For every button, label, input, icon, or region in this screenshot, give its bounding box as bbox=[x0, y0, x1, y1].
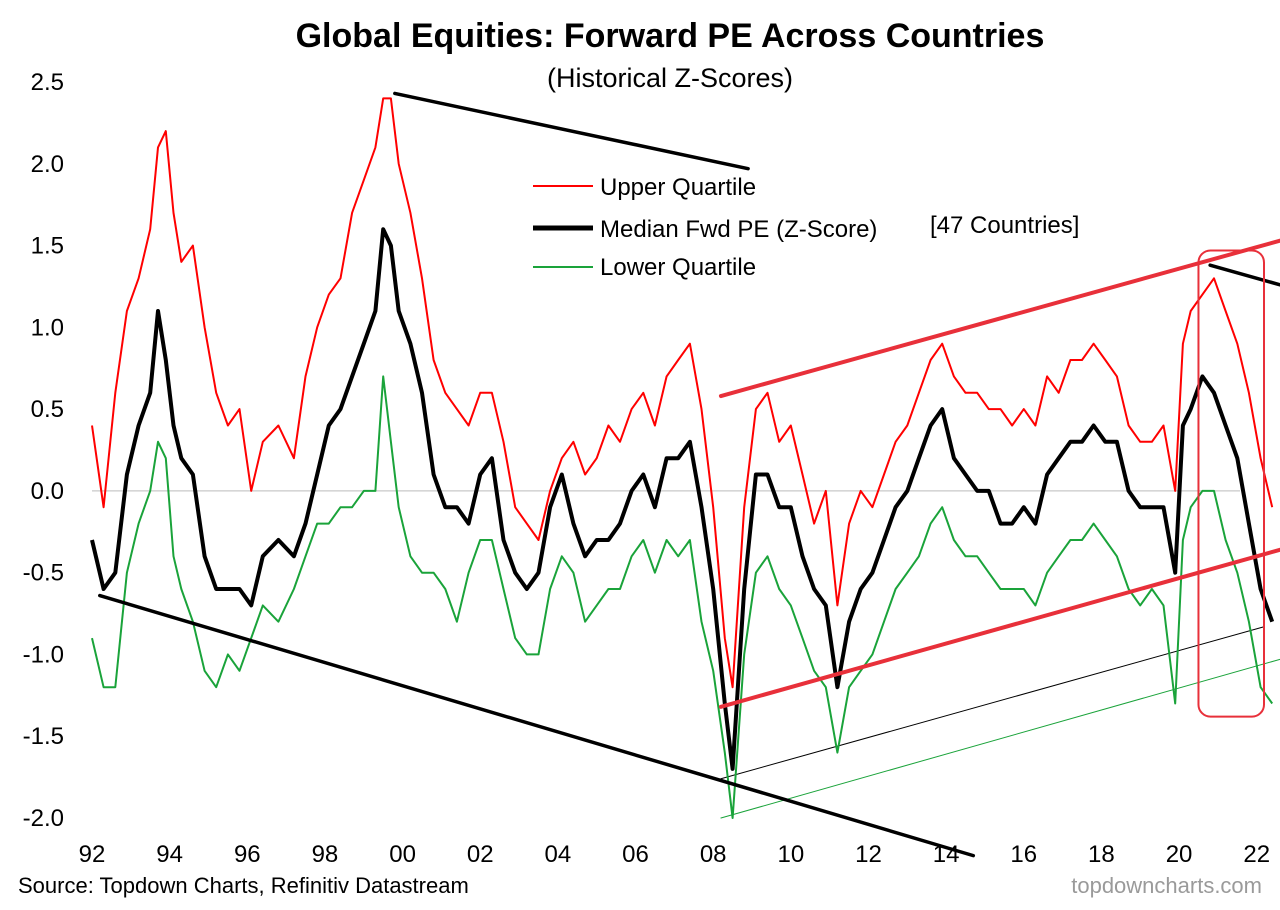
trend-line bbox=[393, 91, 750, 171]
trend-line bbox=[98, 593, 976, 858]
legend-label-median: Median Fwd PE (Z-Score) bbox=[600, 216, 877, 243]
x-tick-label: 98 bbox=[312, 841, 339, 868]
trend-line bbox=[718, 547, 1280, 709]
y-tick-label: 0.0 bbox=[31, 478, 64, 505]
y-tick-label: 2.5 bbox=[31, 69, 64, 96]
series-line-lower bbox=[91, 375, 1274, 819]
guide-line bbox=[720, 626, 1265, 780]
y-tick-label: 1.5 bbox=[31, 233, 64, 260]
guide-line bbox=[720, 658, 1280, 819]
y-axis-ticks: 2.5 2.0 1.5 1.0 0.5 0.0 -0.5 -1.0 -1.5 -2.0 bbox=[23, 69, 64, 832]
x-tick-label: 94 bbox=[156, 841, 183, 868]
y-tick-label: 0.5 bbox=[31, 396, 64, 423]
trend-lines bbox=[98, 91, 1280, 858]
x-tick-label: 96 bbox=[234, 841, 261, 868]
x-tick-label: 16 bbox=[1010, 841, 1037, 868]
legend-note: [47 Countries] bbox=[930, 212, 1079, 239]
y-tick-label: -1.5 bbox=[23, 723, 64, 750]
watermark: topdowncharts.com bbox=[1071, 873, 1262, 898]
y-tick-label: 1.0 bbox=[31, 314, 64, 341]
x-tick-label: 20 bbox=[1166, 841, 1193, 868]
series-line-upper bbox=[91, 97, 1274, 689]
x-tick-label: 04 bbox=[545, 841, 572, 868]
legend-label-lower: Lower Quartile bbox=[600, 254, 756, 281]
x-tick-label: 02 bbox=[467, 841, 494, 868]
x-tick-label: 06 bbox=[622, 841, 649, 868]
y-tick-label: -1.0 bbox=[23, 641, 64, 668]
source-note: Source: Topdown Charts, Refinitiv Datast… bbox=[18, 873, 469, 898]
y-tick-label: -2.0 bbox=[23, 805, 64, 832]
x-tick-label: 92 bbox=[79, 841, 106, 868]
x-tick-label: 00 bbox=[389, 841, 416, 868]
x-tick-label: 22 bbox=[1243, 841, 1270, 868]
x-tick-label: 08 bbox=[700, 841, 727, 868]
legend: Upper Quartile Median Fwd PE (Z-Score) [… bbox=[533, 174, 1079, 281]
y-tick-label: -0.5 bbox=[23, 560, 64, 587]
trend-line bbox=[718, 238, 1280, 399]
x-tick-label: 10 bbox=[777, 841, 804, 868]
y-tick-label: 2.0 bbox=[31, 151, 64, 178]
thin-guide-lines bbox=[720, 626, 1280, 819]
x-tick-label: 18 bbox=[1088, 841, 1115, 868]
x-tick-label: 12 bbox=[855, 841, 882, 868]
x-axis-ticks: 92 94 96 98 00 02 04 06 08 10 12 14 16 18 20 22 bbox=[79, 841, 1270, 868]
trend-line bbox=[1208, 263, 1280, 287]
chart-title: Global Equities: Forward PE Across Count… bbox=[296, 17, 1045, 55]
series-line-median bbox=[90, 227, 1275, 771]
legend-label-upper: Upper Quartile bbox=[600, 174, 756, 201]
series-layer bbox=[90, 97, 1275, 819]
chart-subtitle: (Historical Z-Scores) bbox=[547, 63, 793, 93]
highlight-box bbox=[1197, 249, 1265, 718]
